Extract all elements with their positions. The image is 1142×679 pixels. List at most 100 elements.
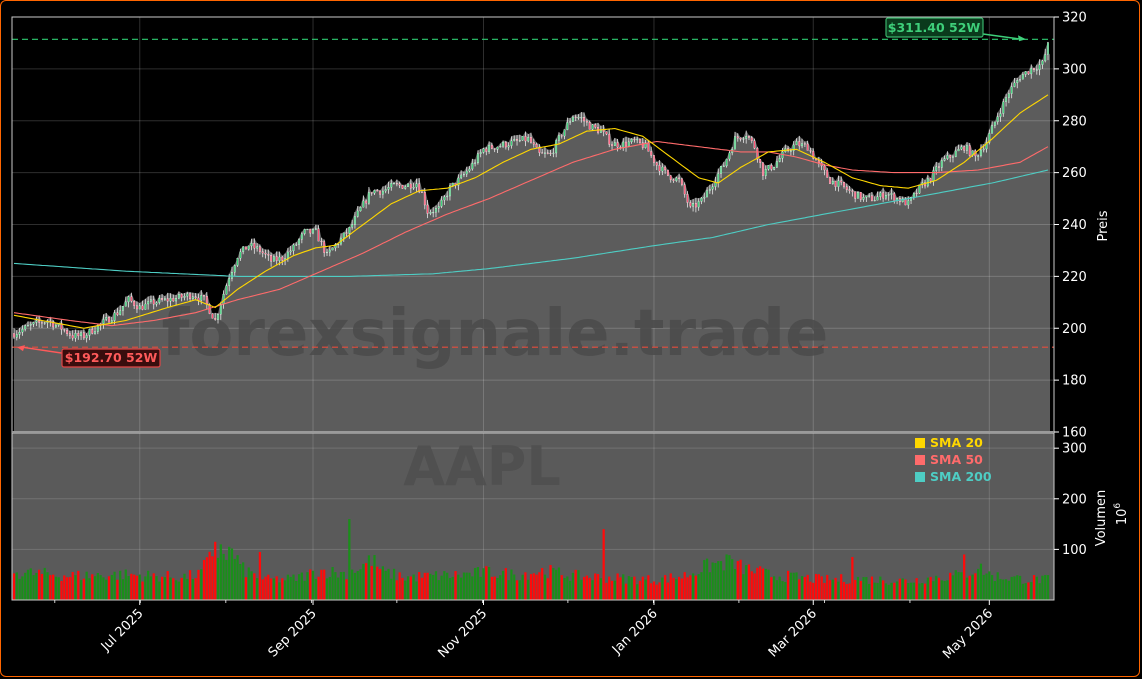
candle: [538, 144, 541, 157]
candle: [1002, 98, 1005, 117]
candle: [275, 251, 278, 265]
candle: [172, 294, 175, 302]
volume-bar: [742, 574, 745, 600]
candle: [806, 140, 809, 151]
volume-bar: [348, 519, 351, 600]
candle: [963, 145, 966, 154]
candle: [415, 178, 418, 192]
candle: [409, 179, 412, 194]
volume-bar: [731, 559, 734, 600]
volume-bar: [415, 581, 418, 600]
volume-bar: [32, 575, 35, 600]
volume-bar: [747, 564, 751, 600]
volume-bar: [750, 571, 753, 600]
volume-tick-label: 300: [1062, 442, 1087, 457]
volume-bar: [1046, 575, 1050, 600]
volume-bar: [1024, 583, 1027, 600]
volume-bar: [837, 581, 840, 600]
candle: [566, 117, 569, 131]
candle: [879, 191, 882, 201]
candle: [68, 330, 71, 339]
candle: [996, 112, 999, 125]
volume-bar: [29, 568, 32, 600]
candle: [630, 138, 633, 144]
volume-bar: [404, 580, 407, 600]
candle: [803, 141, 806, 148]
low-52w-arrowhead: [17, 345, 25, 352]
candle: [502, 140, 504, 148]
volume-bar: [582, 576, 586, 600]
candle: [686, 191, 689, 208]
candle: [943, 155, 946, 162]
candle: [510, 136, 513, 149]
volume-bar: [923, 583, 927, 600]
volume-bar: [214, 541, 217, 600]
candle: [689, 200, 692, 209]
candle: [577, 114, 580, 120]
candle: [63, 328, 66, 333]
volume-bar: [211, 556, 214, 600]
candle: [700, 197, 703, 205]
volume-bar: [337, 577, 340, 600]
candle: [952, 154, 954, 163]
candle: [194, 293, 197, 301]
candle: [767, 164, 770, 171]
volume-bar: [647, 575, 650, 600]
volume-bar: [993, 581, 997, 600]
volume-bar: [401, 577, 404, 600]
candle: [611, 141, 613, 151]
volume-bar: [884, 583, 888, 600]
candle: [1033, 68, 1035, 73]
candle: [359, 206, 362, 212]
volume-bar: [230, 548, 234, 600]
volume-bar: [560, 575, 563, 600]
candle: [490, 142, 493, 150]
candle: [259, 244, 261, 255]
volume-bar: [71, 572, 74, 600]
volume-bar: [789, 572, 793, 600]
volume-bar: [155, 576, 158, 600]
candle: [890, 188, 893, 200]
volume-bar: [325, 578, 329, 600]
volume-bar: [725, 554, 728, 600]
candle: [496, 146, 499, 153]
volume-bar: [289, 576, 292, 600]
candle: [572, 115, 574, 123]
volume-bar: [163, 577, 167, 600]
volume-bar: [694, 575, 697, 600]
volume-bar: [680, 578, 684, 600]
volume-bar: [353, 572, 357, 600]
volume-bar: [569, 580, 572, 600]
volume-bar: [957, 572, 960, 600]
volume-bar: [588, 577, 591, 600]
volume-bar: [868, 583, 871, 600]
candle: [331, 247, 334, 251]
candle: [82, 329, 85, 340]
candle: [116, 307, 119, 317]
candle: [770, 163, 773, 172]
volume-bar: [594, 573, 597, 600]
candle: [667, 169, 669, 177]
candle: [328, 245, 331, 257]
volume-bar: [345, 579, 348, 600]
legend-swatch: [915, 472, 925, 482]
volume-bar: [208, 551, 211, 600]
volume-bar: [965, 577, 969, 600]
candle: [367, 186, 370, 205]
candle: [91, 326, 94, 335]
candle: [569, 118, 572, 125]
volume-bar: [493, 576, 496, 600]
candle: [868, 193, 871, 198]
candle: [946, 151, 949, 160]
candle: [80, 330, 82, 340]
candle: [407, 183, 409, 188]
candle: [834, 180, 837, 191]
candle: [356, 206, 359, 218]
volume-bar: [473, 568, 477, 600]
volume-bar: [1044, 574, 1047, 600]
volume-bar: [566, 576, 569, 600]
volume-bar: [915, 578, 918, 600]
candle: [954, 146, 957, 158]
candle: [722, 161, 725, 167]
volume-bar: [580, 579, 583, 600]
